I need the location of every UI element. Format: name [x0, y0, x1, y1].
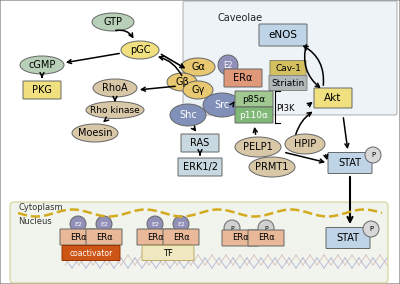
Ellipse shape [203, 93, 241, 117]
Text: E2: E2 [177, 222, 185, 227]
Text: TF: TF [163, 248, 173, 258]
Text: ERα: ERα [173, 233, 189, 241]
FancyBboxPatch shape [60, 229, 96, 245]
Circle shape [218, 55, 238, 75]
Text: Moesin: Moesin [78, 128, 112, 138]
Text: E2: E2 [223, 60, 233, 70]
Text: Cytoplasm: Cytoplasm [18, 202, 63, 212]
Text: Gγ: Gγ [191, 85, 205, 95]
Ellipse shape [181, 58, 215, 76]
Text: ERK1/2: ERK1/2 [182, 162, 218, 172]
FancyBboxPatch shape [224, 69, 262, 87]
FancyBboxPatch shape [328, 153, 372, 174]
FancyBboxPatch shape [259, 24, 307, 46]
Ellipse shape [121, 41, 159, 59]
Circle shape [96, 216, 112, 232]
Text: P: P [230, 225, 234, 231]
Text: STAT: STAT [336, 233, 360, 243]
Text: pGC: pGC [130, 45, 150, 55]
FancyBboxPatch shape [142, 245, 194, 260]
Text: E2: E2 [74, 222, 82, 227]
FancyBboxPatch shape [235, 91, 273, 107]
Ellipse shape [183, 81, 213, 99]
Text: RAS: RAS [190, 138, 210, 148]
Ellipse shape [92, 13, 134, 31]
Text: HPIP: HPIP [294, 139, 316, 149]
Ellipse shape [93, 79, 137, 97]
Text: Striatin: Striatin [271, 78, 305, 87]
Text: STAT: STAT [338, 158, 362, 168]
Text: P: P [264, 225, 268, 231]
Ellipse shape [167, 73, 197, 91]
FancyBboxPatch shape [181, 134, 219, 152]
FancyBboxPatch shape [178, 158, 222, 176]
Text: Caveolae: Caveolae [218, 13, 262, 23]
Text: p110α: p110α [240, 110, 268, 120]
Text: ERα: ERα [232, 233, 248, 243]
Text: P: P [369, 226, 373, 232]
Text: Akt: Akt [324, 93, 342, 103]
Text: Src: Src [214, 100, 230, 110]
Text: eNOS: eNOS [268, 30, 298, 40]
FancyBboxPatch shape [269, 76, 307, 91]
Circle shape [147, 216, 163, 232]
Text: PI3K: PI3K [276, 103, 294, 112]
FancyBboxPatch shape [62, 245, 120, 260]
Circle shape [224, 220, 240, 236]
FancyBboxPatch shape [23, 81, 61, 99]
Circle shape [173, 216, 189, 232]
Text: P: P [371, 152, 375, 158]
Text: ERα: ERα [233, 73, 253, 83]
Text: Gβ: Gβ [175, 77, 189, 87]
FancyBboxPatch shape [270, 60, 306, 76]
Circle shape [258, 220, 274, 236]
Circle shape [70, 216, 86, 232]
Ellipse shape [20, 56, 64, 74]
Ellipse shape [86, 101, 144, 118]
Text: PRMT1: PRMT1 [255, 162, 289, 172]
Ellipse shape [285, 134, 325, 154]
Text: ERα: ERα [258, 233, 274, 243]
Circle shape [365, 147, 381, 163]
FancyBboxPatch shape [314, 88, 352, 108]
Text: E2: E2 [151, 222, 159, 227]
Text: PKG: PKG [32, 85, 52, 95]
Text: p85α: p85α [242, 95, 266, 103]
Text: E2: E2 [100, 222, 108, 227]
Text: Gα: Gα [191, 62, 205, 72]
Text: coactivator: coactivator [69, 248, 113, 258]
FancyBboxPatch shape [137, 229, 173, 245]
Text: Cav-1: Cav-1 [275, 64, 301, 72]
Ellipse shape [72, 124, 118, 142]
Ellipse shape [249, 157, 295, 177]
FancyBboxPatch shape [248, 230, 284, 246]
Text: Shc: Shc [179, 110, 197, 120]
FancyBboxPatch shape [326, 227, 370, 248]
Text: Nucleus: Nucleus [18, 216, 52, 225]
Circle shape [363, 221, 379, 237]
Text: RhoA: RhoA [102, 83, 128, 93]
FancyBboxPatch shape [86, 229, 122, 245]
Text: PELP1: PELP1 [243, 142, 273, 152]
Text: GTP: GTP [104, 17, 122, 27]
Ellipse shape [170, 104, 206, 126]
FancyBboxPatch shape [183, 1, 397, 115]
FancyBboxPatch shape [163, 229, 199, 245]
Text: ERα: ERα [147, 233, 163, 241]
Text: ERα: ERα [96, 233, 112, 241]
Text: cGMP: cGMP [28, 60, 56, 70]
FancyBboxPatch shape [235, 107, 273, 123]
FancyBboxPatch shape [222, 230, 258, 246]
Ellipse shape [235, 137, 281, 157]
FancyBboxPatch shape [10, 202, 388, 283]
Text: ERα: ERα [70, 233, 86, 241]
Text: Rho kinase: Rho kinase [90, 105, 140, 114]
